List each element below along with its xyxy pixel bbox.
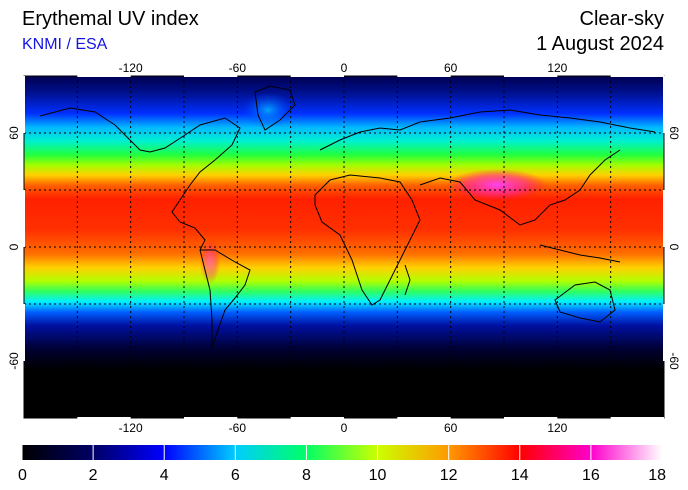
colorbar-tick-label: 4 [160, 467, 169, 484]
lon-label: 120 [547, 61, 567, 75]
lon-labels-top: -120 -60 0 60 120 [119, 61, 568, 75]
lon-label: 60 [444, 61, 458, 75]
coastlines [39, 85, 656, 349]
colorbar-tick-label: 14 [511, 467, 529, 484]
source-label: KNMI / ESA [22, 36, 108, 53]
colorbar [22, 445, 662, 460]
uv-map [24, 76, 664, 418]
lat-label: 0 [667, 244, 681, 251]
lon-label: -60 [229, 421, 247, 435]
map-border-ticks [23, 75, 665, 419]
lat-label: -60 [7, 352, 21, 370]
lon-label: 0 [341, 421, 348, 435]
colorbar-tick-label: 0 [18, 467, 27, 484]
lon-label: -60 [229, 61, 247, 75]
lat-labels-right: 60 0 -60 [667, 126, 681, 370]
lat-label: 60 [667, 126, 681, 140]
andes-hotspot [200, 240, 220, 284]
lat-label: -60 [667, 352, 681, 370]
colorbar-tick-label: 2 [89, 467, 98, 484]
lat-label: 0 [7, 243, 21, 250]
lon-label: 60 [444, 421, 458, 435]
lon-label: 0 [341, 61, 348, 75]
lon-label: 120 [547, 421, 567, 435]
lon-labels-bottom: -120 -60 0 60 120 [119, 421, 568, 435]
lat-lon-grid [24, 76, 664, 418]
colorbar-tick-label: 8 [302, 467, 311, 484]
lon-label: -120 [119, 421, 143, 435]
sky-condition-label: Clear-sky [579, 8, 664, 30]
lat-labels-left: 60 0 -60 [7, 126, 21, 370]
colorbar-tick-label: 10 [369, 467, 387, 484]
colorbar-tick-label: 12 [440, 467, 458, 484]
greenland-anomaly [242, 92, 294, 128]
date-label: 1 August 2024 [536, 33, 664, 55]
lon-label: -120 [119, 61, 143, 75]
colorbar-ticks: 0 2 4 6 8 10 12 14 16 18 [18, 445, 666, 484]
colorbar-tick-label: 18 [648, 467, 666, 484]
map-title: Erythemal UV index [22, 8, 199, 30]
colorbar-tick-label: 6 [231, 467, 240, 484]
tibet-hotspot [447, 169, 547, 201]
colorbar-tick-label: 16 [582, 467, 600, 484]
lat-label: 60 [7, 126, 21, 140]
